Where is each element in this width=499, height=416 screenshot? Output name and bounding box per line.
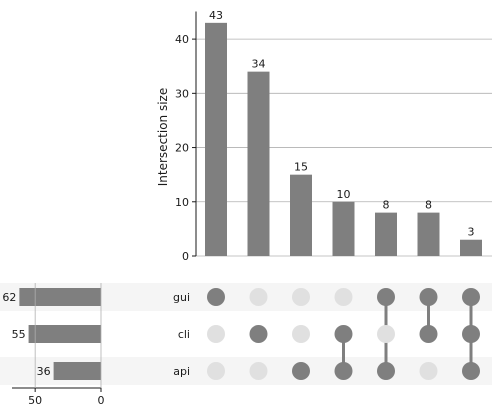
intersection-value-label: 34: [252, 58, 266, 71]
set-size-bar-api: [53, 362, 101, 380]
set-size-bar-gui: [19, 288, 101, 306]
matrix-dot-active: [292, 362, 310, 380]
set-size-tick-label: 0: [98, 394, 105, 407]
matrix-dot-active: [207, 288, 225, 306]
set-size-value-label: 36: [37, 365, 51, 378]
matrix-dot-inactive: [207, 325, 225, 343]
matrix-dot-active: [462, 325, 480, 343]
set-size-axis: 50 0: [12, 283, 105, 407]
matrix-dot-active: [462, 288, 480, 306]
matrix-dot-inactive: [377, 325, 395, 343]
intersection-value-label: 15: [294, 161, 308, 174]
matrix-dot-inactive: [249, 362, 268, 380]
intersection-bar: [205, 22, 227, 256]
matrix-dot-active: [249, 325, 268, 343]
matrix-dot-inactive: [292, 288, 310, 306]
set-name-label-api: api: [173, 365, 190, 378]
intersection-bar: [460, 239, 482, 256]
set-size-value-label: 55: [12, 328, 26, 341]
intersection-bars: [205, 22, 482, 257]
matrix-row-stripes: [0, 283, 492, 385]
matrix-dot-active: [419, 325, 438, 343]
set-size-value-label: 62: [2, 291, 16, 304]
set-size-bar-cli: [28, 325, 102, 343]
matrix-dot-inactive: [207, 362, 225, 380]
y-tick-label: 40: [175, 33, 189, 46]
set-name-label-gui: gui: [173, 291, 190, 304]
y-axis-label: Intersection size: [156, 88, 170, 186]
y-tick-label: 0: [182, 250, 189, 263]
intersection-matrix: [207, 288, 480, 380]
intersection-bar: [375, 212, 397, 256]
matrix-dot-inactive: [249, 288, 268, 306]
matrix-dot-active: [334, 325, 353, 343]
intersection-value-label: 3: [468, 226, 475, 239]
intersection-bar: [332, 201, 355, 256]
intersection-y-axis: 0 10 20 30 40: [175, 11, 197, 263]
intersection-bar-labels: 43 34 15 10 8 8 3: [209, 9, 475, 239]
intersection-value-label: 10: [337, 188, 351, 201]
matrix-dot-inactive: [334, 288, 353, 306]
set-name-label-cli: cli: [178, 328, 190, 341]
set-size-bars: 62 55 36: [2, 288, 102, 380]
intersection-value-label: 8: [383, 199, 390, 212]
matrix-dot-inactive: [292, 325, 310, 343]
matrix-dot-active: [377, 362, 395, 380]
set-name-labels: gui cli api: [173, 291, 190, 378]
intersection-bar: [290, 174, 312, 256]
matrix-dot-inactive: [419, 362, 438, 380]
intersection-bar: [417, 212, 440, 256]
y-tick-label: 20: [175, 142, 189, 155]
matrix-dot-active: [377, 288, 395, 306]
intersection-value-label: 8: [425, 199, 432, 212]
matrix-dot-active: [419, 288, 438, 306]
intersection-value-label: 43: [209, 9, 223, 22]
y-tick-label: 10: [175, 196, 189, 209]
y-tick-label: 30: [175, 87, 189, 100]
set-size-tick-label: 50: [28, 394, 42, 407]
matrix-dot-active: [462, 362, 480, 380]
matrix-dot-active: [334, 362, 353, 380]
intersection-bar: [247, 71, 270, 257]
